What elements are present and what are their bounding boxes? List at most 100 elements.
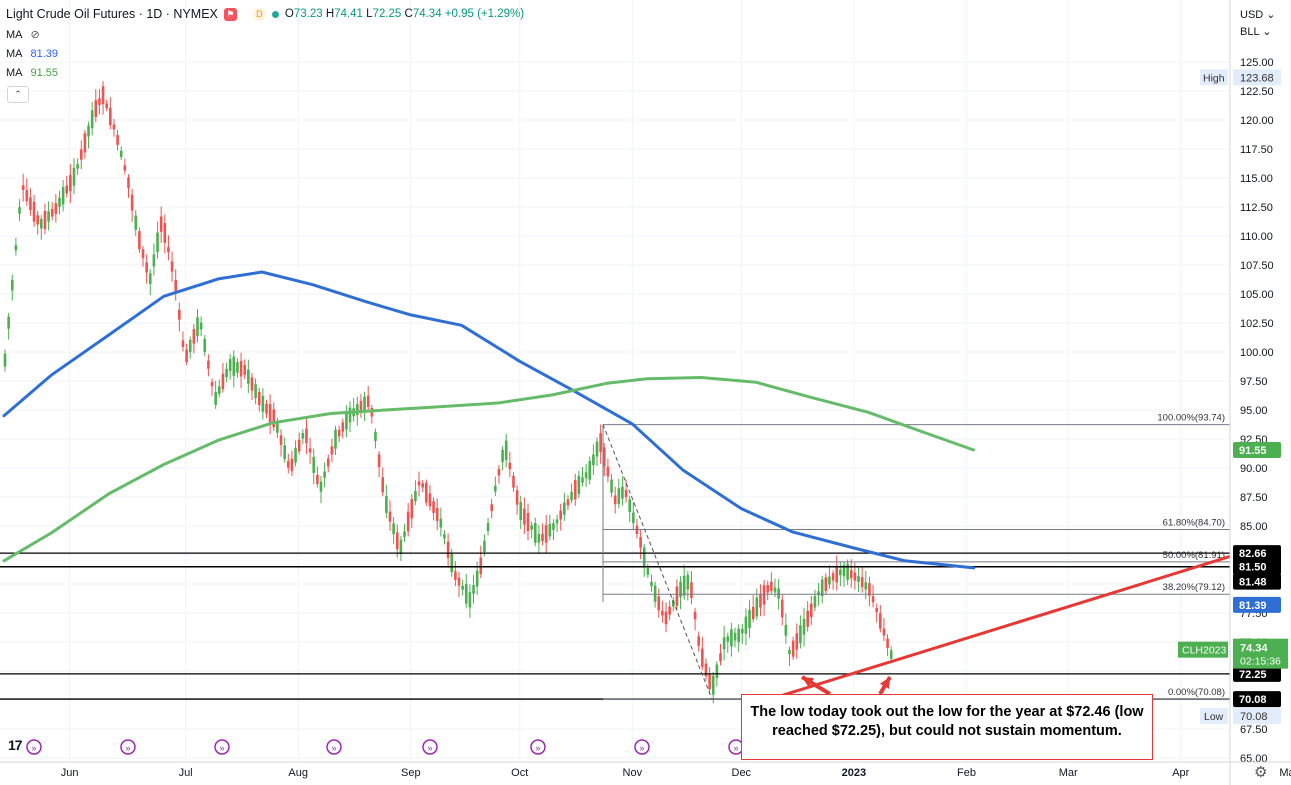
candle-body bbox=[889, 650, 893, 659]
candle-body bbox=[130, 194, 134, 211]
candle-body bbox=[613, 495, 617, 505]
candle-body bbox=[664, 611, 668, 625]
candle-body bbox=[457, 577, 461, 586]
candle-body bbox=[25, 190, 29, 202]
arrow-right-head bbox=[880, 677, 890, 689]
time-tick-label: Sep bbox=[401, 767, 421, 779]
candle-body bbox=[145, 262, 148, 273]
candle-body bbox=[148, 273, 152, 284]
candle-body bbox=[817, 591, 820, 596]
candle-body bbox=[523, 508, 526, 525]
candle-body bbox=[570, 491, 573, 501]
candle-body bbox=[632, 512, 635, 524]
candle-body bbox=[868, 583, 871, 596]
ma-legend-3[interactable]: MA 91.55 bbox=[6, 67, 59, 79]
candle-body bbox=[617, 488, 621, 505]
candle-body bbox=[232, 356, 236, 376]
candle-body bbox=[835, 565, 839, 583]
candle-body bbox=[795, 633, 799, 650]
candle-body bbox=[199, 322, 203, 330]
candle-body bbox=[719, 653, 722, 662]
time-tick-label: Jul bbox=[179, 767, 193, 779]
candle-body bbox=[76, 164, 79, 169]
candle-body bbox=[715, 664, 719, 679]
candle-body bbox=[203, 338, 207, 352]
arrow-left-head bbox=[802, 677, 814, 688]
ma-legend-2[interactable]: MA 81.39 bbox=[6, 48, 59, 60]
candle-body bbox=[512, 475, 515, 488]
candle-body bbox=[7, 316, 10, 329]
symbol-tag-text: CLH2023 bbox=[1182, 645, 1227, 657]
candle-body bbox=[272, 409, 276, 428]
candle-body bbox=[32, 201, 36, 222]
candle-body bbox=[766, 585, 770, 593]
candle-body bbox=[98, 98, 101, 105]
candle-body bbox=[566, 499, 570, 506]
candle-body bbox=[257, 391, 261, 406]
flag-icon[interactable]: ⚑ bbox=[223, 7, 237, 21]
candle-body bbox=[886, 638, 889, 649]
currency-selector[interactable]: USD ⌄ bbox=[1240, 9, 1276, 21]
tradingview-logo-icon[interactable]: 17 bbox=[8, 737, 23, 753]
candle-body bbox=[602, 447, 606, 467]
countdown-text: 02:15:36 bbox=[1240, 656, 1281, 668]
dividend-badge[interactable]: D bbox=[252, 7, 266, 21]
candle-body bbox=[875, 607, 878, 613]
fib-diagonal bbox=[602, 424, 713, 700]
candle-body bbox=[228, 359, 232, 371]
price-tick-label: 117.50 bbox=[1240, 144, 1273, 156]
candle-body bbox=[563, 502, 566, 515]
candle-body bbox=[18, 207, 21, 214]
candle-body bbox=[265, 403, 268, 414]
candle-body bbox=[799, 625, 802, 644]
time-axis[interactable]: Jun Jul Aug Sep Oct Nov Dec 2023 Feb Mar Apr May » » »… bbox=[0, 739, 1291, 779]
ma-legend-1[interactable]: MA ⊘ bbox=[6, 29, 40, 41]
candle-body bbox=[279, 435, 283, 445]
candle-body bbox=[123, 165, 127, 171]
event-icon bbox=[326, 739, 342, 755]
time-tick-label: 2023 bbox=[842, 767, 866, 779]
candle-body bbox=[704, 663, 708, 677]
candle-body bbox=[882, 628, 886, 636]
unit-selector[interactable]: BLL ⌄ bbox=[1240, 26, 1272, 38]
gear-icon[interactable]: ⚙ bbox=[1254, 764, 1268, 781]
candle-body bbox=[58, 197, 61, 207]
candle-body bbox=[152, 254, 156, 267]
candle-body bbox=[345, 412, 348, 430]
candle-body bbox=[156, 232, 159, 253]
candle-body bbox=[395, 532, 399, 550]
candle-body bbox=[417, 481, 421, 486]
time-tick-label: Aug bbox=[288, 767, 308, 779]
tag-81-48 bbox=[1233, 573, 1281, 590]
candle-body bbox=[366, 395, 370, 407]
collapse-legend-button[interactable]: ⌃ bbox=[7, 86, 29, 103]
candle-body bbox=[759, 594, 762, 608]
candle-body bbox=[711, 675, 715, 695]
candle-body bbox=[83, 133, 87, 153]
candle-body bbox=[326, 458, 330, 467]
event-icon-glyph: » bbox=[733, 743, 738, 753]
candle-body bbox=[650, 581, 653, 587]
tag-70-08-text: 70.08 bbox=[1239, 694, 1267, 706]
candlesticks bbox=[3, 81, 893, 704]
candle-body bbox=[853, 572, 857, 581]
eye-hidden-icon[interactable]: ⊘ bbox=[30, 29, 40, 41]
candle-body bbox=[334, 429, 337, 449]
candle-body bbox=[770, 581, 773, 592]
candle-body bbox=[497, 468, 501, 476]
symbol-title[interactable]: Light Crude Oil Futures · 1D · NYMEX bbox=[6, 7, 218, 21]
candle-body bbox=[490, 504, 493, 512]
candle-body bbox=[236, 362, 239, 373]
price-tick-label: 102.50 bbox=[1240, 318, 1274, 330]
candle-body bbox=[425, 482, 428, 503]
candle-body bbox=[428, 493, 432, 507]
candle-body bbox=[312, 456, 316, 473]
candle-body bbox=[668, 606, 671, 615]
candle-body bbox=[733, 632, 737, 641]
candle-body bbox=[820, 579, 824, 597]
candle-body bbox=[178, 309, 181, 320]
candle-body bbox=[464, 583, 468, 604]
candle-body bbox=[773, 587, 777, 593]
candle-body bbox=[112, 124, 116, 130]
